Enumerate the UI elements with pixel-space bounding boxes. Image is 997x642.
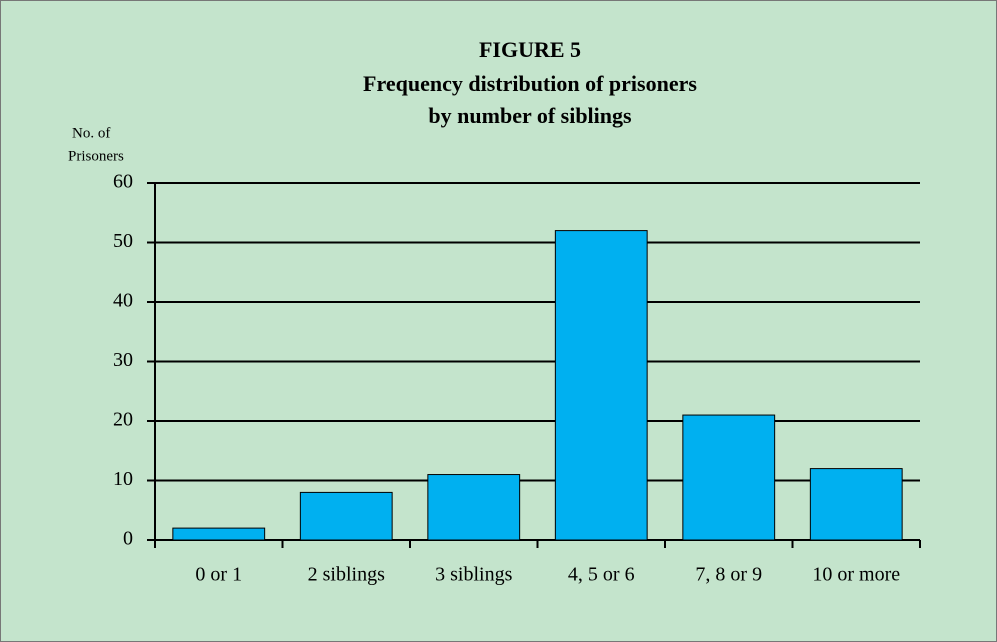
bar <box>682 414 776 541</box>
x-tick-label: 0 or 1 <box>195 564 242 586</box>
y-tick-label: 40 <box>113 290 133 312</box>
y-axis-label: No. of <box>72 125 110 141</box>
y-tick-label: 10 <box>113 468 133 490</box>
y-tick-label: 30 <box>113 349 133 371</box>
bar <box>554 230 648 541</box>
y-tick-label: 60 <box>113 171 133 193</box>
x-tick-label: 4, 5 or 6 <box>568 564 635 586</box>
x-tick-label: 3 siblings <box>435 564 512 586</box>
bar <box>427 474 521 541</box>
bar <box>809 468 903 541</box>
x-tick-label: 7, 8 or 9 <box>695 564 762 586</box>
bar <box>299 491 393 541</box>
chart-title: FIGURE 5 <box>479 37 581 62</box>
y-tick-label: 50 <box>113 230 133 252</box>
chart-subtitle: Frequency distribution of prisoners <box>363 71 697 96</box>
chart-subtitle: by number of siblings <box>428 103 632 128</box>
x-tick-label: 2 siblings <box>308 564 385 586</box>
y-axis-label: Prisoners <box>68 148 124 164</box>
y-tick-label: 0 <box>123 528 133 550</box>
x-tick-label: 10 or more <box>812 564 900 586</box>
y-tick-label: 20 <box>113 409 133 431</box>
bar <box>172 527 266 541</box>
